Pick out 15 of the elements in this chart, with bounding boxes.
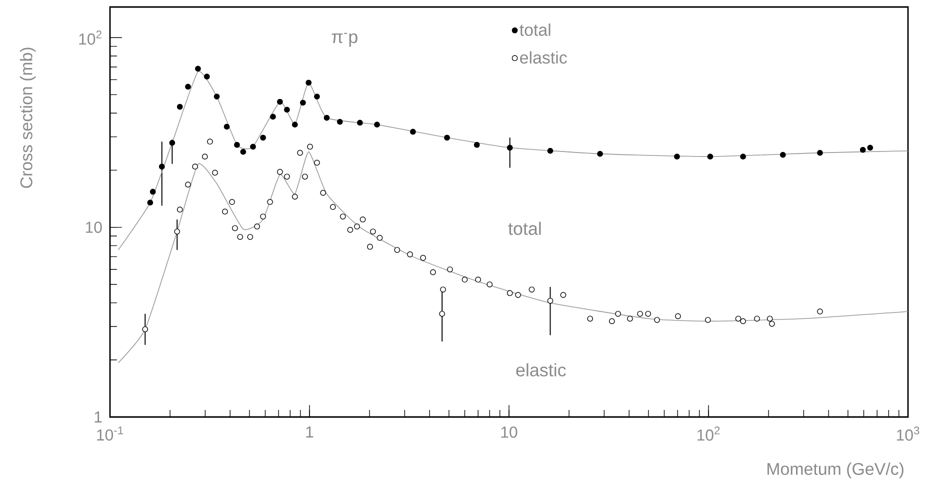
x-tick-label: 10$^{-1}$ [97, 426, 124, 441]
y-tick-label: 10$^{2}$ [79, 30, 102, 45]
y-tick-label: 10 [86, 222, 102, 233]
annotation: π$^{-}$p [332, 32, 358, 47]
annotation: elastic [516, 363, 566, 376]
y-tick-label: 1 [94, 412, 102, 422]
x-tick-label: 1 [306, 426, 314, 438]
legend-label: elastic [520, 51, 567, 64]
x-axis-title: Mometum (GeV/c) [768, 462, 904, 478]
x-tick-label: 10$^{3}$ [897, 426, 920, 441]
annotation: total [508, 222, 541, 235]
legend-label: total [520, 23, 550, 36]
x-tick-label: 10 [501, 426, 518, 438]
x-tick-label: 10$^{2}$ [698, 426, 720, 441]
y-axis-title: Cross section (mb) [20, 48, 36, 188]
